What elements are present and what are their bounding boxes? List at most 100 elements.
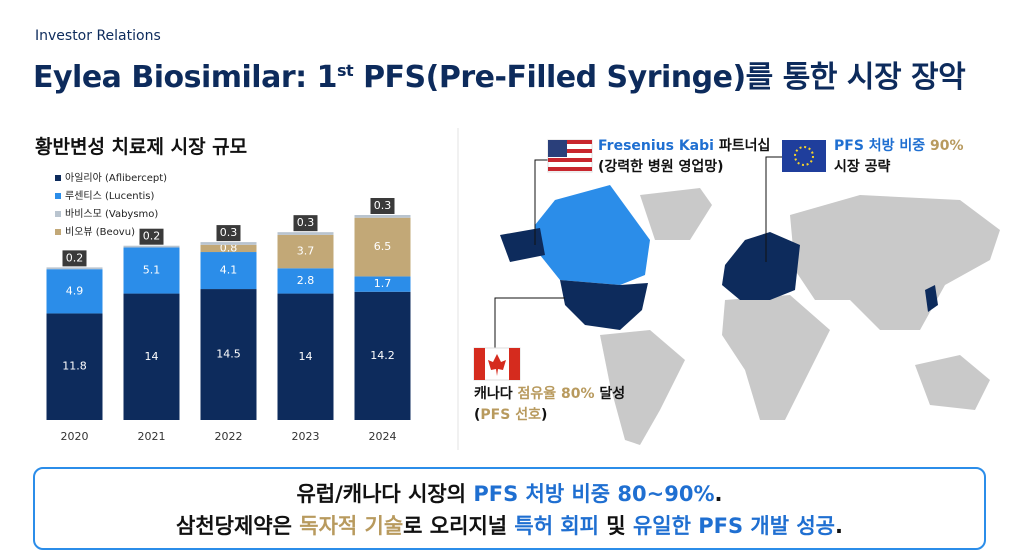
bar-segment <box>200 244 257 253</box>
legend-swatch <box>55 211 61 217</box>
value-label: 14.2 <box>370 349 395 362</box>
ca-flag <box>473 347 521 381</box>
value-label: 2.8 <box>297 274 315 287</box>
value-label: 6.5 <box>374 240 392 253</box>
text-run: PFS 선호 <box>480 407 541 423</box>
world-map <box>500 185 1000 445</box>
text-run: 및 <box>599 514 633 538</box>
text-line: 캐나다 점유율 80% 달성 <box>474 384 625 405</box>
text-run: 90% <box>925 138 964 154</box>
value-label-box <box>139 228 164 245</box>
x-tick-label: 2022 <box>215 430 243 443</box>
legend-swatch <box>55 175 61 181</box>
value-label: 5.1 <box>143 264 161 277</box>
x-tick-label: 2024 <box>369 430 397 443</box>
ca-note: 캐나다 점유율 80% 달성 (PFS 선호) <box>474 384 625 426</box>
legend-swatch <box>55 229 61 235</box>
eu-note: PFS 처방 비중 90% 시장 공략 <box>834 136 964 178</box>
value-label: 11.8 <box>62 360 87 373</box>
value-label: 1.7 <box>374 277 392 290</box>
x-tick-label: 2020 <box>61 430 89 443</box>
text-line: (PFS 선호) <box>474 405 625 426</box>
legend-swatch <box>55 193 61 199</box>
text-run: 유럽/캐나다 시장의 <box>296 482 474 506</box>
value-label-box <box>216 225 241 242</box>
bar-segment <box>200 252 257 290</box>
bar-segment <box>277 234 334 269</box>
legend-label: 루센티스 (Lucentis) <box>65 190 155 202</box>
value-label-box <box>370 198 395 214</box>
text-run: 달성 <box>594 386 626 402</box>
bar-segment <box>200 242 257 245</box>
text-line: PFS 처방 비중 90% <box>834 136 964 157</box>
value-label: 14 <box>299 350 313 363</box>
bar-segment <box>354 291 411 420</box>
text-run: 유일한 PFS 개발 성공 <box>632 514 835 538</box>
value-label-box <box>293 215 318 232</box>
us-note: Fresenius Kabi 파트너십 (강력한 병원 영업망) <box>598 136 770 178</box>
bar-segment <box>123 245 180 248</box>
connectors <box>494 156 782 348</box>
text-run: ( <box>474 407 481 423</box>
value-label: 0.3 <box>297 216 315 229</box>
text-run: PFS 처방 비중 80~90% <box>473 482 715 506</box>
text-line: 시장 공략 <box>834 157 964 178</box>
text-run: 시장 공략 <box>834 159 891 175</box>
callout: 유럽/캐나다 시장의 PFS 처방 비중 80~90%. 삼천당제약은 독자적 기… <box>33 467 986 550</box>
bar-segment <box>277 232 334 235</box>
us-flag <box>547 139 593 173</box>
value-label: 0.3 <box>220 226 238 239</box>
legend-label: 아일리아 (Aflibercept) <box>65 172 167 184</box>
text-run: 점유율 80% <box>517 386 595 402</box>
bar-segment <box>46 269 103 314</box>
kicker: Investor Relations <box>35 28 161 44</box>
value-label-box <box>62 250 87 267</box>
slide-title: Eylea Biosimilar: 1st PFS(Pre-Filled Syr… <box>33 52 966 96</box>
text-run: 로 오리지널 <box>403 514 515 538</box>
legend-label: 비오뷰 (Beovu) <box>65 226 135 238</box>
text-run: st <box>336 61 354 80</box>
bar-segment <box>354 215 411 218</box>
value-label: 4.9 <box>66 284 84 297</box>
bar-segment <box>200 289 257 420</box>
bar-segment <box>46 267 103 270</box>
text-run: ) <box>540 407 548 423</box>
text-run: Fresenius Kabi <box>598 138 714 154</box>
legend-label: 바비스모 (Vabysmo) <box>65 208 158 220</box>
value-label: 4.1 <box>220 264 238 277</box>
value-label: 14 <box>145 350 159 363</box>
text-run: 특허 회피 <box>514 514 599 538</box>
value-label: 3.7 <box>297 245 315 258</box>
text-line: 삼천당제약은 독자적 기술로 오리지널 특허 회피 및 유일한 PFS 개발 성… <box>35 510 984 542</box>
bar-segment <box>354 217 411 277</box>
value-label: 14.5 <box>216 348 241 361</box>
bar-segment <box>277 268 334 294</box>
eu-flag <box>782 140 826 172</box>
text-line: (강력한 병원 영업망) <box>598 157 770 178</box>
text-run: . <box>714 482 723 506</box>
text-line: 유럽/캐나다 시장의 PFS 처방 비중 80~90%. <box>35 478 984 510</box>
chart-title: 황반변성 치료제 시장 규모 <box>35 136 248 158</box>
bar-segment <box>123 293 180 420</box>
x-tick-label: 2021 <box>138 430 166 443</box>
bar-segment <box>277 293 334 420</box>
value-label: 0.3 <box>374 199 392 212</box>
text-run: . <box>835 514 843 538</box>
text-run: (강력한 병원 영업망) <box>598 159 724 175</box>
bar-segment <box>46 313 103 420</box>
text-run: 독자적 기술 <box>299 514 404 538</box>
text-run: 캐나다 <box>474 386 518 402</box>
value-label: 0.2 <box>66 251 84 264</box>
bar-segment <box>123 247 180 294</box>
bar-segment <box>354 276 411 292</box>
text-run: PFS(Pre-Filled Syringe)를 통한 시장 장악 <box>353 60 966 95</box>
text-run: Eylea Biosimilar: 1 <box>33 60 337 95</box>
text-run: PFS 처방 비중 <box>834 138 926 154</box>
value-label: 0.2 <box>143 230 161 243</box>
text-run: 삼천당제약은 <box>176 514 300 538</box>
text-run: 파트너십 <box>713 138 771 154</box>
text-line: Fresenius Kabi 파트너십 <box>598 136 770 157</box>
x-tick-label: 2023 <box>292 430 320 443</box>
